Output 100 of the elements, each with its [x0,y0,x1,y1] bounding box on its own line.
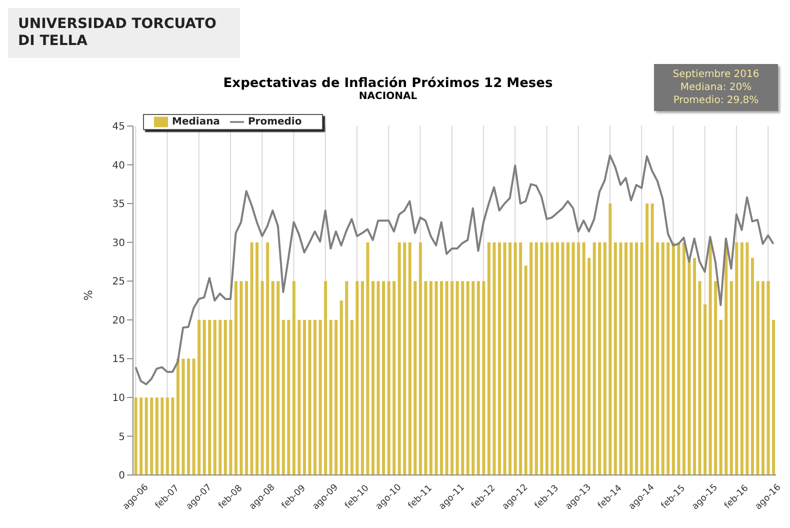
bar [176,358,180,475]
bar [466,281,470,475]
text: Promedio: 29,8% [672,94,760,107]
bar [329,320,332,475]
bar [356,281,359,475]
y-axis-title: % [82,290,95,300]
bar [418,242,422,475]
bar [714,281,718,475]
bar [540,242,544,475]
bar [334,320,338,475]
y-tick-label: 45 [112,122,125,133]
bar [408,242,412,475]
bar [492,242,496,475]
bar [534,242,538,475]
bar [360,281,364,475]
bar [298,320,301,475]
bar [766,281,770,475]
bar [692,258,696,475]
bar [556,242,559,475]
bar [524,266,528,475]
bar [403,242,406,475]
bar [318,320,322,475]
bar [166,397,169,475]
bar [577,242,580,475]
bar [624,242,628,475]
bar [218,320,222,475]
bar [192,358,196,475]
bar [271,281,274,475]
bar [746,242,749,475]
legend-label: Mediana [172,116,220,128]
bar [182,358,185,475]
bar [144,397,148,475]
bar [445,281,448,475]
chart-subtitle: NACIONAL [358,91,418,102]
bar [514,242,517,475]
bar [756,281,760,475]
bar [603,242,606,475]
text: UNIVERSIDAD TORCUATO DI TELLA [8,8,240,58]
bar [434,281,438,475]
bar [672,242,675,475]
bar [635,242,638,475]
bar [440,281,444,475]
bar [682,242,686,475]
y-tick-label: 35 [112,199,125,210]
bar [698,281,702,475]
bar [140,397,143,475]
bar [750,258,754,475]
bar [582,242,586,475]
bar [292,281,296,475]
bar [282,320,285,475]
bar [260,281,264,475]
bar [461,281,464,475]
bar [456,281,459,475]
bar [429,281,432,475]
bar [314,320,317,475]
bar [482,281,486,475]
bar [614,242,617,475]
bar [134,397,138,475]
bar [608,204,612,475]
text: Septiembre 2016 [672,68,760,81]
bar [376,281,380,475]
y-tick-label: 5 [118,432,125,443]
bar [588,258,591,475]
bar [646,204,649,475]
bar [503,242,506,475]
y-tick-label: 40 [112,160,125,172]
bar [198,320,201,475]
bar [661,242,664,475]
bar [619,242,622,475]
bar [208,320,212,475]
bar [561,242,564,475]
bar [229,320,232,475]
legend-label: Promedio [248,116,302,128]
bar [719,320,722,475]
bar [187,358,190,475]
bar [250,242,254,475]
bar [213,320,216,475]
bar [545,242,548,475]
y-tick-label: 20 [112,315,125,326]
bar [772,320,776,475]
bar [677,242,680,475]
text: Mediana: 20% [679,81,753,94]
bar [740,242,744,475]
bar [171,397,174,475]
bar [762,281,765,475]
bar [392,281,396,475]
bar [155,397,158,475]
y-tick-label: 30 [112,238,125,249]
bar [572,242,575,475]
bar [592,242,596,475]
y-tick-label: 10 [112,392,125,404]
bar [150,397,154,475]
bar [656,242,660,475]
bar [350,320,354,475]
bar [398,242,401,475]
bar [650,204,654,475]
chart-title: Expectativas de Inflación Próximos 12 Meses [222,76,554,91]
bar [688,258,691,475]
bar [487,242,490,475]
bar [256,242,259,475]
